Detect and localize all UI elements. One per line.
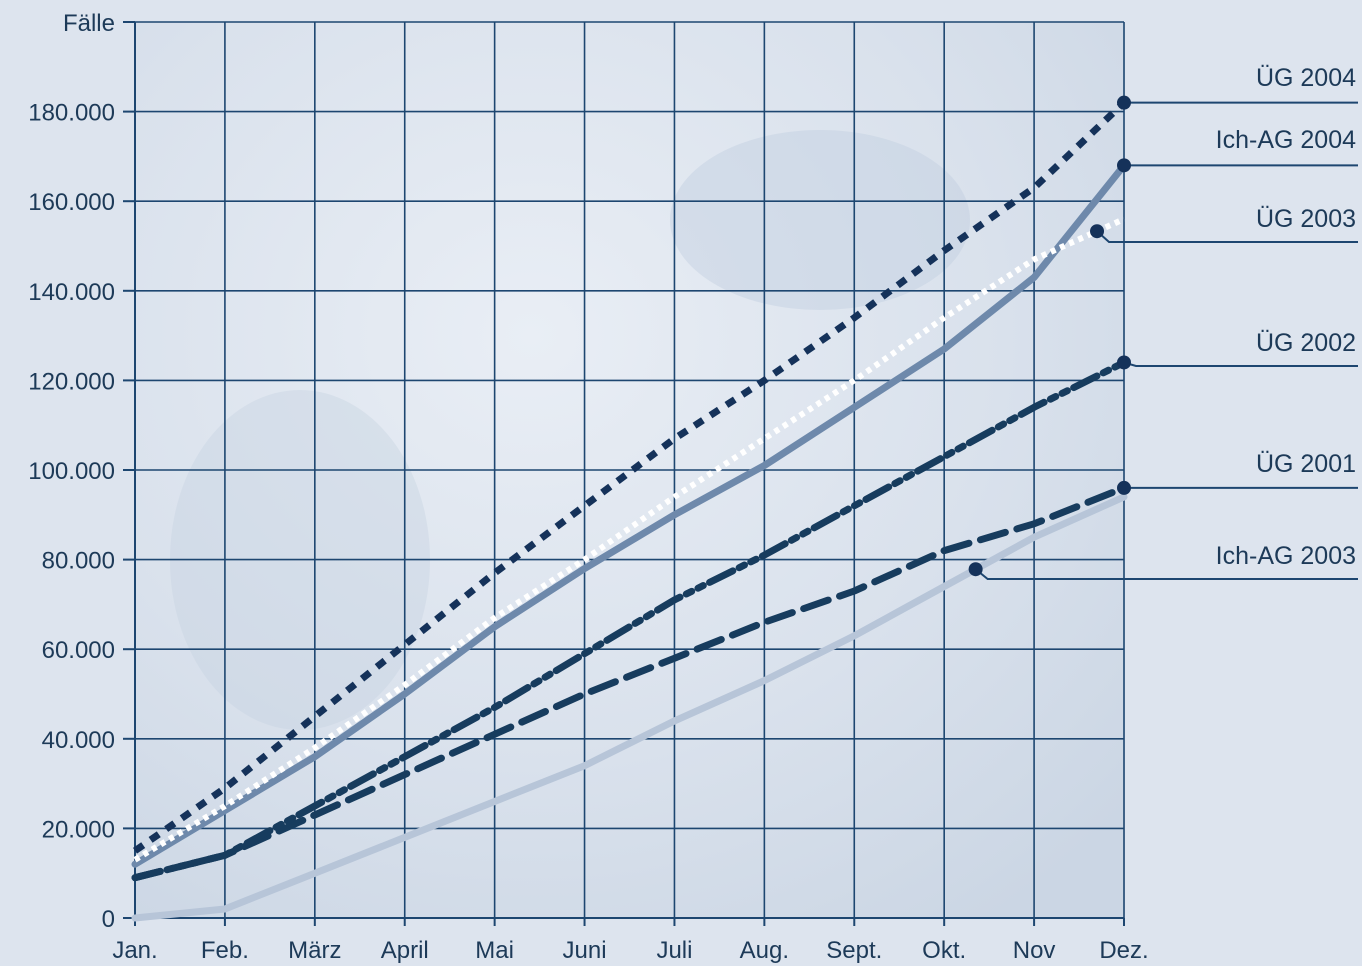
legend-label: ÜG 2003 — [1256, 205, 1356, 233]
legend-marker — [968, 562, 983, 577]
legend-marker — [1117, 355, 1131, 370]
series-line — [131, 493, 1128, 922]
legend-marker — [1117, 158, 1131, 173]
legend: ÜG 2004 Ich-AG 2004 ÜG 2003 ÜG 2002 ÜG 2001 I… — [968, 64, 1358, 580]
x-tick-label: Feb. — [201, 937, 249, 964]
legend-leader-line — [1123, 361, 1358, 367]
legend-label: ÜG 2004 — [1256, 64, 1356, 92]
legend-label: Ich-AG 2003 — [1216, 542, 1356, 570]
series-line — [131, 359, 1128, 882]
y-tick-label: 40.000 — [42, 727, 115, 754]
y-tick-label: 140.000 — [28, 279, 115, 306]
legend-marker — [1117, 480, 1131, 495]
legend-label: ÜG 2002 — [1256, 329, 1356, 357]
y-axis-label: Fälle — [63, 10, 115, 37]
legend-marker — [1117, 95, 1131, 110]
series-line — [132, 100, 1127, 854]
series-line — [131, 161, 1128, 868]
x-tick-label: April — [381, 937, 429, 964]
y-tick-label: 100.000 — [28, 458, 115, 485]
series-line — [133, 216, 1126, 863]
x-tick-label: Dez. — [1099, 937, 1148, 964]
x-axis-ticks: Jan. Feb. März April Mai Juni Juli Aug. Sept. Okt… — [112, 918, 1149, 964]
y-tick-label: 80.000 — [42, 548, 115, 575]
axes — [125, 22, 1124, 926]
series-line — [131, 484, 1128, 882]
x-tick-label: Sept. — [826, 937, 882, 964]
y-tick-label: 180.000 — [28, 100, 115, 127]
x-tick-label: Juni — [563, 937, 607, 964]
legend-marker — [1090, 224, 1105, 239]
y-tick-label: 120.000 — [28, 368, 115, 395]
legend-label: Ich-AG 2004 — [1216, 126, 1356, 154]
x-tick-label: März — [288, 937, 341, 964]
legend-label: ÜG 2001 — [1256, 450, 1356, 478]
x-tick-label: Jan. — [112, 937, 157, 964]
x-tick-label: Nov — [1013, 937, 1056, 964]
x-tick-label: Okt. — [922, 937, 966, 964]
series-group — [131, 100, 1128, 922]
y-tick-label: 20.000 — [42, 816, 115, 843]
background-shape — [670, 130, 970, 310]
y-tick-label: 160.000 — [28, 189, 115, 216]
y-tick-label: 0 — [102, 906, 115, 933]
x-tick-label: Juli — [656, 937, 692, 964]
y-axis-ticks: 0 20.000 40.000 60.000 80.000 100.000 120.000 1… — [28, 21, 135, 933]
x-tick-label: Aug. — [740, 937, 789, 964]
y-tick-label: 60.000 — [42, 637, 115, 664]
x-tick-label: Mai — [475, 937, 514, 964]
